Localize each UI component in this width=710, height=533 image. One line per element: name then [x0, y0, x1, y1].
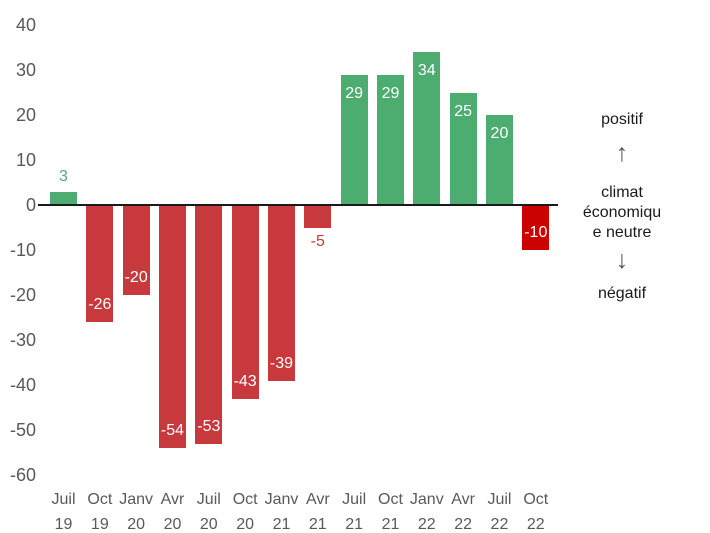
x-tick-label: Oct 19	[76, 487, 124, 533]
bar-value-label: 20	[490, 125, 509, 142]
neutral-climate-line-1: climat	[601, 184, 643, 201]
x-tick-label: Janv 22	[403, 487, 451, 533]
x-tick-month: Janv	[264, 491, 299, 508]
x-tick-year: 21	[272, 516, 291, 533]
x-tick-year: 20	[127, 516, 146, 533]
x-tick-label: Avr 21	[294, 487, 342, 533]
bar-value-label: -20	[124, 269, 148, 286]
y-tick-label: -20	[9, 285, 36, 305]
x-tick-year: 22	[417, 516, 436, 533]
x-tick-label: Oct 21	[366, 487, 414, 533]
x-tick-label: Janv 20	[112, 487, 160, 533]
y-tick-label: -60	[9, 465, 36, 485]
x-tick-year: 20	[163, 516, 182, 533]
x-tick-month: Oct	[87, 491, 113, 508]
x-tick-label: Juil 19	[40, 487, 88, 533]
bar	[485, 115, 513, 205]
bar-value-label: -10	[524, 224, 548, 241]
x-tick-year: 19	[54, 516, 73, 533]
bar	[522, 205, 550, 250]
x-tick-label: Juil 20	[185, 487, 233, 533]
x-tick-year: 19	[90, 516, 109, 533]
bar	[340, 74, 368, 205]
negative-direction-label: négatif	[597, 285, 647, 302]
direction-annotation: positif ↑ climat économiqu e neutre ↓ né…	[566, 105, 678, 315]
bar	[231, 205, 259, 399]
bar-value-label: -5	[310, 232, 325, 250]
x-tick-month: Juil	[487, 491, 512, 508]
bar	[50, 191, 77, 205]
bar-value-label: -39	[269, 354, 294, 372]
down-arrow-icon: ↓	[615, 246, 629, 274]
bar-value-label: -53	[197, 417, 221, 435]
x-tick-year: 20	[199, 516, 218, 533]
y-tick-label: 40	[15, 15, 36, 35]
y-tick-label: 20	[15, 105, 36, 125]
x-tick-year: 22	[526, 516, 545, 533]
bar-value-label: 3	[59, 167, 68, 185]
x-tick-year: 21	[308, 516, 327, 533]
bar-value-label: 34	[417, 62, 436, 79]
y-tick-label: 0	[25, 195, 36, 215]
positive-direction-label: positif	[601, 111, 643, 128]
x-tick-label: Avr 22	[439, 487, 487, 533]
x-tick-label: Juil 22	[475, 487, 523, 533]
bar	[158, 205, 186, 448]
up-arrow-icon: ↑	[615, 139, 629, 167]
x-tick-label: Juil 21	[330, 487, 378, 533]
neutral-climate-line-2: économiqu	[582, 204, 662, 221]
x-tick-month: Oct	[232, 491, 258, 508]
x-tick-month: Janv	[409, 491, 444, 508]
x-tick-label: Oct 20	[221, 487, 269, 533]
bar-value-label: -43	[233, 372, 257, 390]
zero-axis-line	[38, 204, 558, 206]
bar	[304, 205, 332, 228]
neutral-climate-label: climat économiqu e neutre	[566, 183, 678, 243]
x-tick-year: 22	[490, 516, 509, 533]
x-tick-month: Juil	[196, 491, 221, 508]
bar	[267, 205, 295, 381]
x-tick-month: Avr	[305, 491, 330, 508]
y-tick-label: -40	[9, 375, 36, 395]
bar	[86, 205, 114, 322]
bar	[449, 92, 477, 205]
y-tick-label: -10	[9, 240, 36, 260]
y-tick-label: 10	[15, 150, 36, 170]
bar-value-label: 25	[454, 102, 473, 120]
x-tick-month: Oct	[523, 491, 549, 508]
x-tick-year: 22	[454, 516, 473, 533]
bar	[376, 74, 404, 205]
bar-value-label: -54	[160, 422, 185, 439]
x-tick-month: Janv	[119, 491, 154, 508]
y-tick-label: 30	[15, 60, 36, 80]
bar-value-label: 29	[381, 84, 400, 102]
x-tick-year: 21	[345, 516, 364, 533]
x-tick-label: Janv 21	[257, 487, 305, 533]
bar-value-label: 29	[345, 84, 364, 102]
x-tick-year: 21	[381, 516, 400, 533]
x-tick-month: Avr	[451, 491, 475, 508]
y-tick-label: -30	[9, 330, 36, 350]
bar-value-label: -26	[88, 296, 112, 313]
bar	[122, 205, 150, 295]
x-tick-month: Juil	[342, 491, 367, 508]
bar	[413, 52, 441, 205]
x-tick-label: Avr 20	[148, 487, 196, 533]
neutral-climate-line-3: e neutre	[592, 224, 652, 241]
x-tick-year: 20	[236, 516, 255, 533]
x-tick-label: Oct 22	[512, 487, 560, 533]
y-tick-label: -50	[9, 420, 36, 440]
x-tick-month: Avr	[160, 491, 185, 508]
bar	[195, 205, 223, 444]
x-tick-month: Oct	[378, 491, 403, 508]
x-tick-month: Juil	[51, 491, 76, 508]
